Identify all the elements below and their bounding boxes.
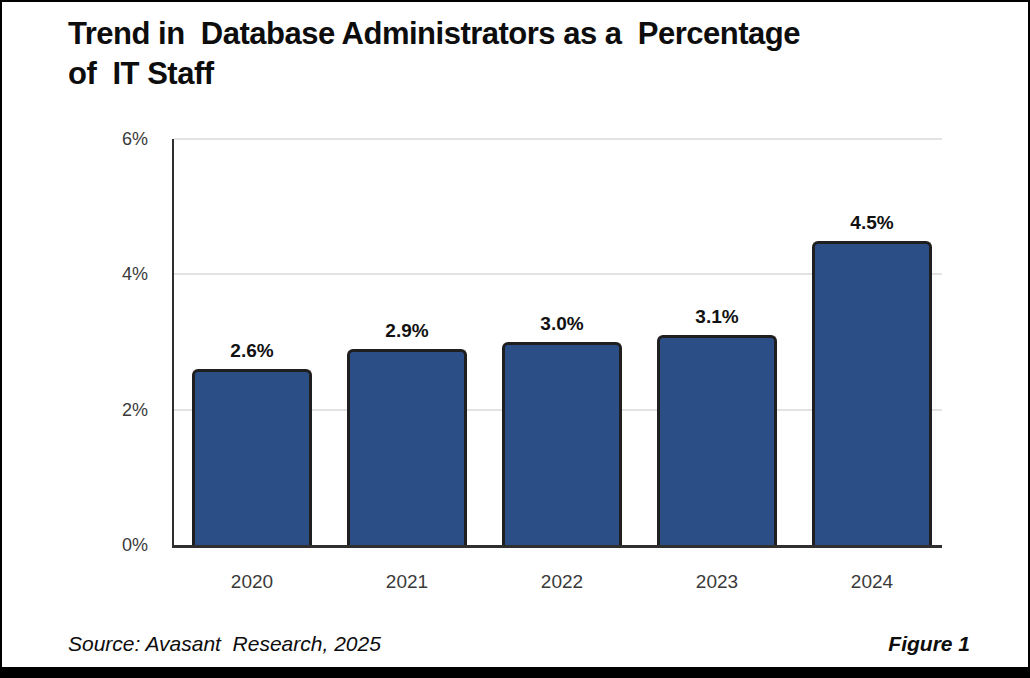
bar-value-label-2024: 4.5%	[812, 212, 932, 234]
chart-title: Trend in Database Administrators as a Pe…	[68, 14, 800, 94]
x-axis-line	[172, 545, 942, 548]
figure-label: Figure 1	[888, 632, 970, 656]
bar-value-label-2023: 3.1%	[657, 306, 777, 328]
y-tick-label-2pct: 2%	[88, 399, 148, 421]
bar-2020	[192, 369, 312, 545]
bar-2022	[502, 342, 622, 545]
y-tick-label-0pct: 0%	[88, 534, 148, 556]
x-tick-label-2022: 2022	[502, 570, 622, 594]
bar-value-label-2020: 2.6%	[192, 340, 312, 362]
bar-value-label-2022: 3.0%	[502, 313, 622, 335]
x-tick-label-2020: 2020	[192, 570, 312, 594]
bar-2023	[657, 335, 777, 545]
bar-2021	[347, 349, 467, 545]
bar-2024	[812, 241, 932, 546]
y-tick-label-6pct: 6%	[88, 128, 148, 150]
chart-title-line-1: Trend in Database Administrators as a Pe…	[68, 14, 800, 54]
bottom-border-bar	[2, 667, 1028, 676]
x-tick-label-2024: 2024	[812, 570, 932, 594]
chart-title-line-2: of IT Staff	[68, 54, 800, 94]
gridline-6pct	[174, 138, 942, 140]
y-tick-label-4pct: 4%	[88, 263, 148, 285]
source-caption: Source: Avasant Research, 2025	[68, 632, 381, 656]
bar-value-label-2021: 2.9%	[347, 320, 467, 342]
y-axis-line	[172, 139, 174, 547]
x-tick-label-2023: 2023	[657, 570, 777, 594]
x-tick-label-2021: 2021	[347, 570, 467, 594]
figure-frame: Trend in Database Administrators as a Pe…	[0, 0, 1030, 678]
